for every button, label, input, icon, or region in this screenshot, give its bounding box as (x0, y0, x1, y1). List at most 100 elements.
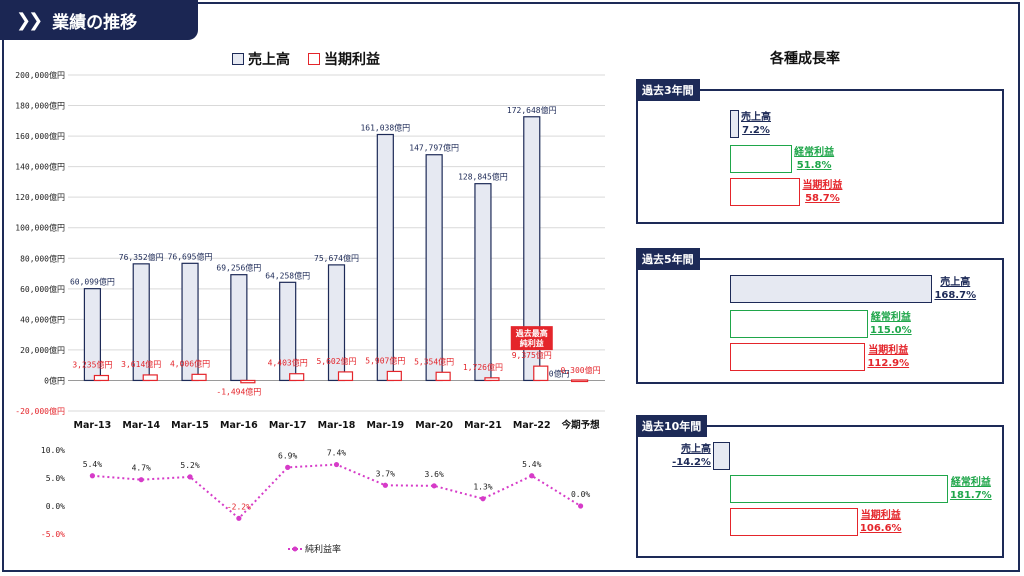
profit-bar (337, 371, 354, 382)
y-tick-label: -20,000億円 (15, 406, 65, 416)
growth-bar (730, 310, 868, 338)
y-tick-label: 140,000億円 (15, 162, 65, 172)
growth-bar-value: 115.0% (870, 325, 912, 336)
growth-bar-name: 当期利益 (860, 510, 901, 521)
growth-bar-value: 181.7% (950, 490, 992, 501)
legend-label-profit: 当期利益 (324, 52, 380, 68)
record-profit-badge-line2: 純利益 (520, 338, 544, 348)
sales-bar (230, 274, 248, 382)
profit-value-label: 4,403億円 (268, 358, 308, 368)
growth-bar-value: 58.7% (805, 193, 840, 204)
sales-value-label: 147,797億円 (409, 143, 459, 153)
growth-bar-label: 売上高 7.2% (741, 111, 771, 137)
x-tick-label: Mar-15 (171, 420, 209, 431)
profit-value-label: 1,726億円 (463, 362, 503, 372)
growth-bar-name: 売上高 (680, 444, 711, 455)
sales-value-label: 161,038億円 (360, 123, 410, 133)
growth-bar-value: 112.9% (867, 358, 910, 369)
profit-value-label: 3,614億円 (121, 359, 161, 369)
profit-value-label: 3,235億円 (72, 360, 112, 370)
growth-bar (730, 110, 739, 138)
legend-item-profit: 当期利益 (308, 49, 380, 69)
profit-bar (93, 374, 110, 382)
growth-bar-name: 経常利益 (794, 147, 835, 158)
growth-bar (730, 343, 866, 371)
x-tick-label: Mar-16 (220, 420, 258, 431)
growth-bar-label: 経常利益 115.0% (870, 311, 912, 337)
legend-label-sales: 売上高 (248, 52, 290, 68)
growth-bar-label: 経常利益 181.7% (950, 476, 992, 502)
y-tick-label: 180,000億円 (15, 101, 65, 111)
y-tick-label: 20,000億円 (20, 345, 65, 355)
profit-bar (240, 379, 256, 384)
sales-bar (474, 183, 492, 382)
growth-section-title: 各種成長率 (770, 51, 840, 67)
sales-bar (523, 116, 541, 382)
profit-bar (142, 374, 158, 382)
x-tick-label: Mar-18 (318, 420, 356, 431)
record-profit-badge-line1: 過去最高 (515, 328, 548, 338)
y-tick-label: 200,000億円 (15, 70, 65, 80)
growth-bar-label: 当期利益 106.6% (860, 509, 902, 535)
profit-value-label: -1,494億円 (216, 387, 261, 397)
y-tick-label: 100,000億円 (15, 223, 65, 233)
growth-bar (730, 145, 793, 173)
sales-bar (132, 263, 150, 382)
sales-value-label: 60,099億円 (70, 277, 115, 287)
growth-panel-tab: 過去5年間 (636, 248, 700, 270)
growth-bar-name: 当期利益 (802, 180, 843, 191)
profit-value-label: 4,006億円 (170, 358, 210, 368)
profit-value-label: 5,354億円 (414, 356, 454, 366)
x-tick-label: Mar-20 (415, 420, 453, 431)
y-tick-label: 160,000億円 (15, 131, 65, 141)
growth-bar (730, 508, 858, 536)
growth-panel-tab: 過去10年間 (636, 415, 708, 437)
sales-value-label: 0億円 (549, 368, 570, 378)
growth-bar-label: 当期利益 58.7% (802, 179, 842, 205)
growth-bar-value: 51.8% (796, 160, 832, 171)
page-title: 業績の推移 (52, 12, 138, 33)
y-tick-label: 60,000億円 (20, 284, 65, 294)
growth-bar-name: 経常利益 (870, 312, 911, 323)
growth-bar (730, 275, 933, 303)
legend-swatch-profit (308, 53, 320, 65)
sales-value-label: 76,352億円 (119, 252, 164, 262)
profit-value-label: 5,907億円 (365, 355, 405, 365)
growth-bar-name: 売上高 (940, 277, 971, 288)
profit-bar (533, 365, 549, 382)
title-bar: ❯❯ 業績の推移 (0, 0, 198, 40)
sales-bar (327, 264, 346, 382)
profit-bar (570, 379, 589, 383)
x-tick-label: 今期予想 (561, 419, 601, 431)
growth-bar (712, 442, 730, 470)
sales-bar (181, 262, 199, 382)
double-chevron-right-icon: ❯❯ (16, 9, 43, 31)
sales-value-label: 172,648億円 (507, 105, 557, 115)
profit-value-label: 0,300億円 (561, 365, 601, 375)
sales-value-label: 128,845億円 (458, 172, 508, 182)
sales-value-label: 76,695億円 (168, 251, 213, 261)
growth-bar-label: 売上高 168.7% (934, 276, 976, 302)
growth-bar-label: 売上高 -14.2% (661, 443, 711, 469)
y-tick-label: 80,000億円 (20, 253, 65, 263)
growth-bar-value: 168.7% (934, 290, 977, 301)
x-tick-label: Mar-21 (464, 420, 502, 431)
x-tick-label: Mar-14 (122, 420, 160, 431)
profit-bar (435, 371, 451, 382)
growth-bar-value: 7.2% (742, 125, 770, 136)
profit-value-label: 5,602億円 (316, 356, 356, 366)
main-chart-legend: 売上高 当期利益 (232, 48, 398, 70)
y-tick-label: 120,000億円 (15, 192, 65, 202)
sales-bar (83, 288, 102, 382)
growth-bar (730, 475, 949, 503)
legend-swatch-sales (232, 53, 244, 65)
sales-bar (376, 133, 394, 382)
profit-value-label: 9,375億円 (512, 350, 552, 360)
profit-bar (386, 370, 402, 382)
growth-bar-name: 当期利益 (868, 345, 909, 356)
record-profit-badge (510, 326, 553, 351)
sales-value-label: 69,256億円 (216, 263, 261, 273)
sales-profit-bar-chart: -20,000億円 0億円 20,000億円 40,000億円 60,000億円 80,0… (15, 70, 605, 431)
x-tick-label: Mar-13 (74, 420, 112, 431)
